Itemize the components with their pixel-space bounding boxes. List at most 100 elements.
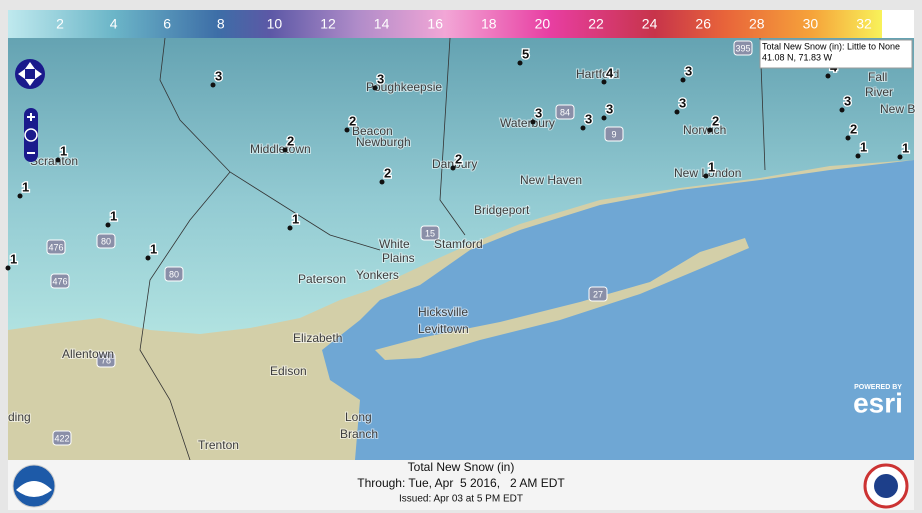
highway-number: 476 <box>48 242 63 252</box>
city-label: Yonkers <box>356 268 399 282</box>
powered-by: POWERED BY <box>854 384 902 391</box>
highway-shield <box>164 266 184 282</box>
snow-point <box>845 135 851 141</box>
highway-shield <box>555 104 575 120</box>
snow-total: 1 <box>110 208 117 223</box>
snow-point <box>674 109 680 115</box>
legend-label: 24 <box>642 16 658 32</box>
snow-total: 3 <box>679 95 686 110</box>
city-label: Plains <box>382 251 415 265</box>
nws-center <box>874 474 898 498</box>
highway-shield <box>46 239 66 255</box>
legend-label: 12 <box>320 16 336 32</box>
snow-total: 2 <box>712 113 719 128</box>
snow-point <box>707 127 713 133</box>
snow-point <box>601 79 607 85</box>
city-label: Edison <box>270 364 307 378</box>
highway-number: 80 <box>101 236 111 246</box>
snow-point <box>897 154 903 160</box>
footer-title: Total New Snow (in) <box>408 460 515 474</box>
legend-label: 8 <box>217 16 225 32</box>
snow-point <box>287 225 293 231</box>
snow-total: 1 <box>860 139 867 154</box>
city-label: New B <box>880 102 915 116</box>
snow-total: 3 <box>377 71 384 86</box>
highway-shield <box>733 40 753 56</box>
tooltip-text: Total New Snow (in): Little to None <box>762 41 900 51</box>
snow-total: 3 <box>606 101 613 116</box>
highway-shield <box>588 286 608 302</box>
snow-point <box>344 127 350 133</box>
snow-point <box>210 82 216 88</box>
highway-number: 78 <box>101 355 111 365</box>
legend-label: 20 <box>535 16 551 32</box>
zoom-icons <box>27 113 35 154</box>
highway-number: 27 <box>593 289 603 299</box>
highway-shield <box>50 273 70 289</box>
footer-issued: Issued: Apr 03 at 5 PM EDT <box>399 494 523 505</box>
snow-point <box>372 85 378 91</box>
highway-shield <box>96 352 116 368</box>
city-label: Hartford <box>576 67 619 81</box>
pan-button[interactable] <box>15 59 45 89</box>
footer-bg <box>8 460 914 510</box>
tooltip-box <box>759 39 913 69</box>
snow-total: 1 <box>292 211 299 226</box>
city-label: New Haven <box>520 173 582 187</box>
snow-point <box>839 107 845 113</box>
city-label: Paterson <box>298 272 346 286</box>
nav-control[interactable] <box>15 59 45 162</box>
legend-end <box>882 10 914 38</box>
tooltip-coords: 41.08 N, 71.83 W <box>762 52 833 62</box>
snow-point <box>680 77 686 83</box>
snow-point <box>517 60 523 66</box>
snow-total: 5 <box>522 46 529 61</box>
snow-total: 3 <box>685 63 692 78</box>
snow-point <box>55 157 61 163</box>
city-label: Stamford <box>434 237 483 251</box>
snow-total: 1 <box>150 241 157 256</box>
highway-number: 9 <box>611 129 616 139</box>
highway-shield <box>96 233 116 249</box>
city-label: Allentown <box>62 347 114 361</box>
legend-label: 14 <box>374 16 390 32</box>
snow-point <box>450 165 456 171</box>
snow-total: 1 <box>60 143 67 158</box>
city-label: Elizabeth <box>293 331 342 345</box>
legend-label: 18 <box>481 16 497 32</box>
snow-point <box>5 265 11 271</box>
snow-total: 1 <box>10 251 17 266</box>
snow-point <box>580 125 586 131</box>
state-line <box>139 171 231 461</box>
footer-through: Through: Tue, Apr 5 2016, 2 AM EDT <box>357 476 565 490</box>
snow-total: 2 <box>349 113 356 128</box>
snow-point <box>601 115 607 121</box>
city-label: Poughkeepsie <box>366 80 442 94</box>
snow-point <box>17 193 23 199</box>
highway-shield <box>52 430 72 446</box>
city-label: Danbury <box>432 157 477 171</box>
snow-total: 4 <box>606 65 614 80</box>
highway-number: 80 <box>169 269 179 279</box>
highway-number: 84 <box>560 107 570 117</box>
state-line <box>439 37 466 236</box>
snow-point <box>855 153 861 159</box>
snow-total: 1 <box>708 159 715 174</box>
city-label: Norwich <box>683 123 726 137</box>
snow-total: 1 <box>902 140 909 155</box>
zoom-bar[interactable] <box>24 108 38 162</box>
legend-label: 4 <box>110 16 118 32</box>
city-label: Newburgh <box>356 135 411 149</box>
globe-icon <box>24 128 38 142</box>
legend-label: 26 <box>695 16 711 32</box>
snow-total: 2 <box>287 133 294 148</box>
snow-total: 3 <box>585 111 592 126</box>
city-label: Bridgeport <box>474 203 530 217</box>
snow-total: 1 <box>22 179 29 194</box>
legend-label: 16 <box>427 16 443 32</box>
city-label: Branch <box>340 427 378 441</box>
city-label: New London <box>674 166 741 180</box>
legend-label: 2 <box>56 16 64 32</box>
snow-total: 2 <box>850 121 857 136</box>
